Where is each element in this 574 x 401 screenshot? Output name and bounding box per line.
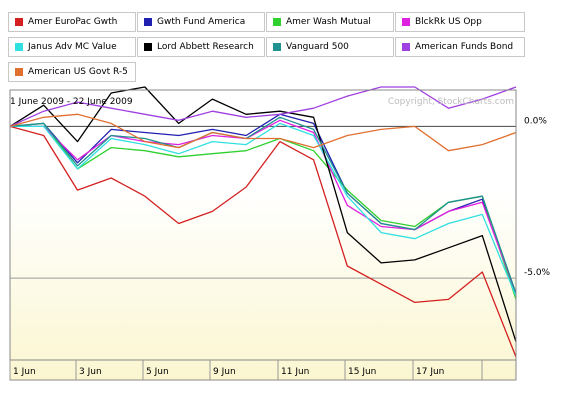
x-tick-label: 3 Jun (79, 367, 102, 377)
legend-label: American Funds Bond (415, 42, 514, 52)
series-line-3 (10, 119, 517, 294)
x-tick-label: 17 Jun (416, 367, 444, 377)
grid-lines (10, 125, 516, 361)
legend-item: American Funds Bond (395, 37, 525, 57)
legend-label: Amer EuroPac Gwth (28, 17, 118, 27)
legend-swatch (273, 18, 281, 26)
legend-swatch (273, 43, 281, 51)
plot-frame (9, 89, 517, 381)
y-tick-label: -5.0% (524, 268, 551, 278)
legend-label: American US Govt R-5 (28, 67, 128, 77)
series-line-0 (9, 125, 517, 358)
x-tick-label: 1 Jun (13, 367, 36, 377)
x-tick-label: 9 Jun (213, 367, 236, 377)
x-tick-label: 11 Jun (281, 367, 309, 377)
legend-item: Gwth Fund America (137, 12, 265, 32)
legend-item: Janus Adv MC Value (8, 37, 136, 57)
y-tick-labels: 0.0% -5.0% (524, 116, 551, 278)
legend-swatch (144, 43, 152, 51)
copyright-watermark: Copyright, StockCharts.com (388, 97, 514, 107)
legend-label: Vanguard 500 (286, 42, 349, 52)
legend-item: Amer EuroPac Gwth (8, 12, 136, 32)
series-line-5 (9, 86, 517, 342)
x-tick-label: 15 Jun (348, 367, 376, 377)
legend-swatch (144, 18, 152, 26)
legend-item: Vanguard 500 (266, 37, 394, 57)
legend-swatch (15, 68, 23, 76)
x-tick-label: 5 Jun (146, 367, 169, 377)
legend-label: Lord Abbett Research (157, 42, 254, 52)
legend-item: American US Govt R-5 (8, 62, 136, 82)
series-line-4 (10, 122, 517, 297)
legend-label: BlckRk US Opp (415, 17, 482, 27)
legend-item: BlckRk US Opp (395, 12, 525, 32)
series-line-6 (9, 116, 517, 294)
series-lines (9, 86, 517, 358)
legend-swatch (15, 43, 23, 51)
legend-label: Gwth Fund America (157, 17, 246, 27)
series-line-2 (9, 122, 517, 300)
legend-label: Amer Wash Mutual (286, 17, 371, 27)
y-tick-label: 0.0% (524, 116, 547, 126)
chart-title: 1 June 2009 - 22 June 2009 (10, 97, 133, 107)
legend-swatch (402, 43, 410, 51)
legend-swatch (15, 18, 23, 26)
series-line-7 (9, 86, 517, 127)
legend-swatch (402, 18, 410, 26)
legend-item: Lord Abbett Research (137, 37, 265, 57)
series-line-8 (9, 113, 517, 152)
legend-item: Amer Wash Mutual (266, 12, 394, 32)
chart-legend: Amer EuroPac Gwth Gwth Fund America Amer W… (0, 0, 574, 90)
x-tick-labels: 1 Jun 3 Jun 5 Jun 9 Jun 11 Jun 15 Jun 17 Jun (9, 360, 483, 380)
legend-label: Janus Adv MC Value (28, 42, 117, 52)
